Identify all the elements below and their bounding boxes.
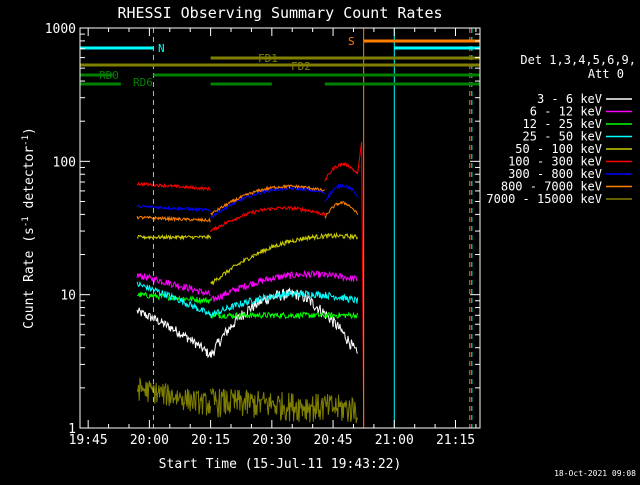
y-axis-label-end: ) — [22, 127, 37, 135]
y-axis-label-sup1: -1 — [21, 216, 31, 227]
legend-label-2: 12 - 25 keV — [523, 117, 602, 131]
annot-label-n: N — [158, 42, 165, 55]
series-line-7 — [136, 184, 359, 223]
series-layer — [136, 141, 365, 426]
legend-label-3: 25 - 50 keV — [523, 130, 602, 144]
x-tick-label-0: 19:45 — [69, 433, 108, 448]
x-tick-label-6: 21:15 — [436, 433, 475, 448]
annot-label-s: S — [348, 35, 355, 48]
legend-label-5: 100 - 300 keV — [508, 155, 602, 169]
chart-title: RHESSI Observing Summary Count Rates — [117, 4, 442, 22]
legend-header-1: Det 1,3,4,5,6,9, — [520, 53, 636, 67]
x-tick-label-4: 20:45 — [313, 433, 352, 448]
footer-date: 18-Oct-2021 09:08 — [554, 469, 636, 478]
annot-label-fd2: FD2 — [291, 60, 311, 73]
annot-label-rd6: RD6 — [133, 76, 153, 89]
series-line-2 — [136, 291, 359, 320]
legend-label-6: 300 - 800 keV — [508, 167, 602, 181]
y-axis-label: Count Rate (s-1 detector-1) — [21, 127, 37, 329]
legend-label-4: 50 - 100 keV — [515, 142, 602, 156]
axis-layer: 19:45 20:00 20:15 20:30 20:45 21:00 21:15 1 10 10… — [45, 22, 480, 448]
series-line-3 — [136, 280, 359, 319]
legend-label-1: 6 - 12 keV — [530, 105, 602, 119]
series-line-5 — [136, 162, 359, 233]
legend-label-0: 3 - 6 keV — [537, 92, 602, 106]
annot-label-rd0: RD0 — [99, 69, 119, 82]
annotation-layer: N S FD1 FD2 RD0 RD6 — [79, 28, 480, 428]
x-tick-label-3: 20:30 — [252, 433, 291, 448]
x-axis-label: Start Time (15-Jul-11 19:43:22) — [159, 457, 402, 472]
x-tick-label-5: 21:00 — [375, 433, 414, 448]
y-tick-label-3: 1000 — [45, 22, 76, 37]
x-tick-label-1: 20:00 — [130, 433, 169, 448]
series-line-1 — [136, 269, 358, 302]
y-axis-label-mid: detector — [22, 146, 37, 217]
legend-header-2: Att 0 — [588, 67, 624, 81]
y-tick-label-2: 100 — [53, 155, 76, 170]
plot-frame — [79, 27, 481, 429]
series-line-6 — [136, 183, 359, 218]
series-line-8 — [136, 376, 359, 424]
y-axis-label-sup2: -1 — [21, 135, 31, 146]
legend-label-8: 7000 - 15000 keV — [486, 192, 602, 206]
spike-line — [357, 141, 365, 426]
x-tick-label-2: 20:15 — [191, 433, 230, 448]
y-tick-label-1: 10 — [60, 289, 76, 304]
legend-label-7: 800 - 7000 keV — [501, 180, 602, 194]
series-line-4 — [136, 231, 359, 286]
y-tick-label-0: 1 — [68, 422, 76, 437]
y-axis-label-main: Count Rate (s — [22, 227, 37, 329]
annot-label-fd1: FD1 — [258, 52, 278, 65]
